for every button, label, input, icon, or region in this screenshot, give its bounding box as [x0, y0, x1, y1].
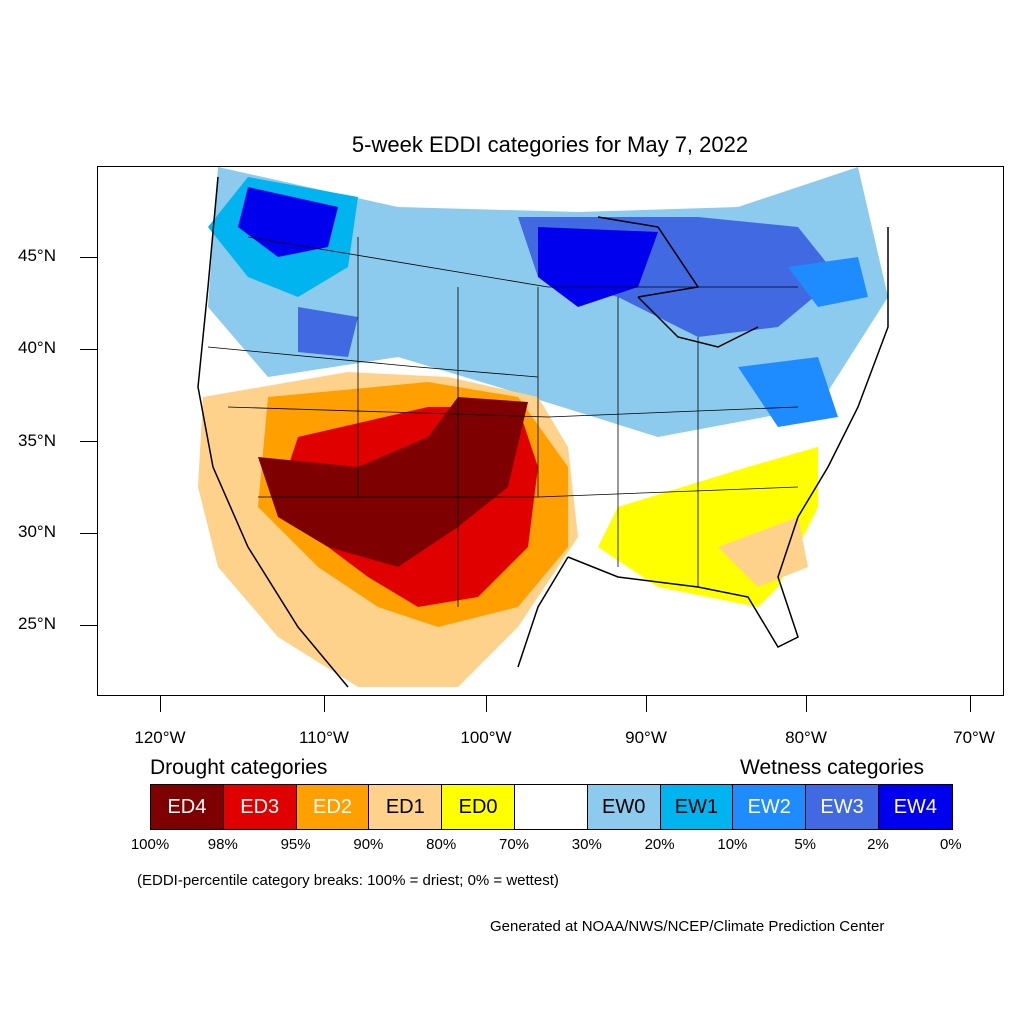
legend-cell-ed4: ED4	[151, 785, 224, 829]
lat-tick	[80, 257, 97, 258]
lon-label-110: 110°W	[299, 728, 349, 747]
percent-break-label: 2%	[867, 836, 889, 853]
legend-cell-ew0: EW0	[587, 785, 661, 829]
percent-break-label: 30%	[571, 836, 602, 853]
lat-label-30: 30°N	[18, 522, 56, 541]
legend-cell-neutral	[514, 785, 588, 829]
category-legend-bar: ED4 ED3 ED2 ED1 ED0 EW0 EW1 EW2 EW3 EW4	[150, 784, 953, 830]
legend-cell-ed2: ED2	[296, 785, 370, 829]
lon-tick	[486, 696, 487, 712]
lat-label-45: 45°N	[18, 246, 56, 265]
percent-break-label: 5%	[794, 836, 817, 853]
percent-break-label: 70%	[498, 836, 530, 853]
lat-tick	[80, 441, 97, 442]
percent-break-label: 100%	[130, 836, 170, 853]
percent-break-label: 95%	[280, 836, 311, 853]
credit-line: Generated at NOAA/NWS/NCEP/Climate Predi…	[490, 918, 885, 935]
lon-label-80: 80°W	[785, 728, 827, 747]
lon-tick	[324, 696, 325, 712]
lon-label-70: 70°W	[953, 728, 995, 747]
wetness-regions	[208, 167, 888, 437]
percent-break-label: 98%	[207, 836, 238, 853]
wetness-categories-heading: Wetness categories	[740, 756, 925, 779]
lat-tick	[80, 533, 97, 534]
percent-break-label: 20%	[644, 836, 675, 853]
lat-tick	[80, 625, 97, 626]
drought-categories-heading: Drought categories	[150, 756, 328, 779]
lon-label-90: 90°W	[625, 728, 667, 747]
percent-break-label: 10%	[717, 836, 748, 853]
legend-cell-ed3: ED3	[223, 785, 297, 829]
map-canvas	[197, 167, 889, 688]
legend-cell-ed1: ED1	[369, 785, 443, 829]
drought-regions	[198, 372, 818, 687]
lat-tick	[80, 349, 97, 350]
lon-tick	[646, 696, 647, 712]
legend-cell-ew4: EW4	[878, 785, 952, 829]
legend-cell-ew1: EW1	[660, 785, 734, 829]
legend-cell-ew3: EW3	[806, 785, 879, 829]
lon-tick	[160, 696, 161, 712]
legend-cell-ew2: EW2	[733, 785, 807, 829]
coastlines	[197, 176, 889, 688]
legend-cell-ed0: ED0	[442, 785, 515, 829]
lat-label-40: 40°N	[18, 338, 56, 357]
lon-tick	[970, 696, 971, 712]
percent-break-label: 80%	[426, 836, 457, 853]
lon-tick	[806, 696, 807, 712]
state-borders	[207, 236, 799, 607]
eddi-map	[97, 166, 1004, 696]
percent-break-label: 0%	[939, 836, 962, 853]
map-title: 5-week EDDI categories for May 7, 2022	[351, 132, 749, 157]
category-note: (EDDI-percentile category breaks: 100% =…	[137, 872, 559, 889]
lat-label-25: 25°N	[18, 614, 56, 633]
lon-label-100: 100°W	[460, 728, 512, 747]
percent-break-label: 90%	[353, 836, 384, 853]
lon-label-120: 120°W	[134, 728, 186, 747]
lat-label-35: 35°N	[18, 431, 56, 450]
